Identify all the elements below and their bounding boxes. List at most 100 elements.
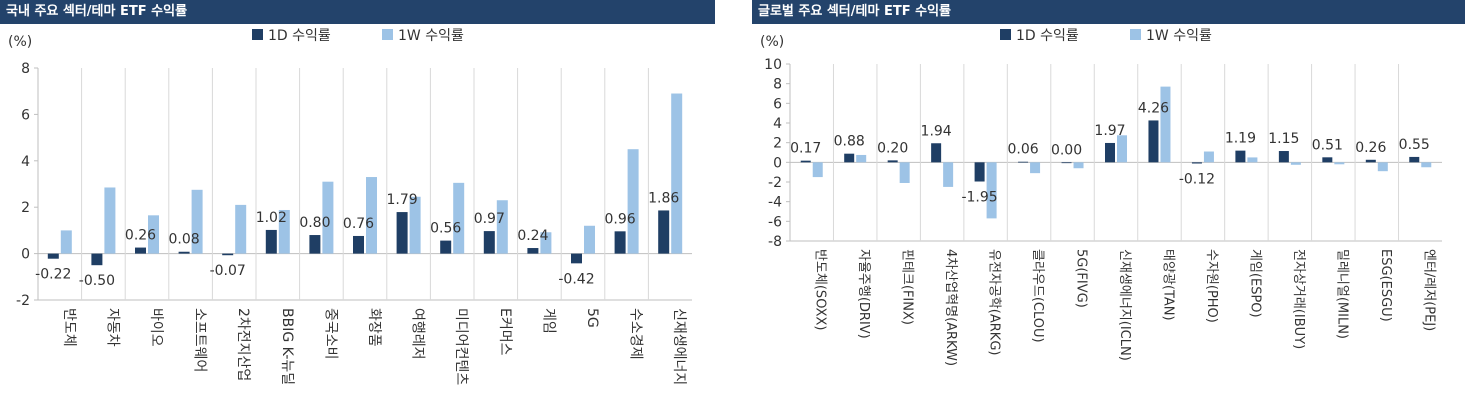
- bar-1w: [627, 149, 639, 254]
- bar-1w: [235, 204, 247, 254]
- bar-1w: [671, 93, 683, 254]
- data-label: -1.95: [961, 190, 997, 206]
- y-tick-label: -2: [768, 175, 782, 191]
- category-label: 전자상거래(IBUY): [1291, 249, 1306, 349]
- bar-1d: [178, 251, 190, 254]
- bar-1d: [844, 153, 855, 163]
- data-label: 1.02: [256, 210, 287, 226]
- panel-title: 국내 주요 섹터/테마 ETF 수익률: [0, 0, 715, 24]
- y-tick-label: -6: [768, 214, 782, 230]
- domestic-etf-chart: (%) 1D 수익률 1W 수익률 -2 0 2 4 6 8 -0.22 반도체 -0.50 자동차 0.…: [8, 28, 692, 385]
- bar-1d: [47, 253, 59, 259]
- bar-1d: [1278, 151, 1289, 163]
- category-label: 수자원(PHO): [1204, 249, 1219, 323]
- bar-1w: [1117, 135, 1127, 163]
- bar-1w: [943, 162, 954, 187]
- bar-1w: [1030, 162, 1041, 174]
- category-label: 바이오: [148, 308, 164, 347]
- y-tick-label: 0: [773, 155, 782, 171]
- category-label: 반도체: [61, 308, 77, 347]
- category-label: BBIG K-뉴딜: [279, 308, 295, 385]
- category-label: 유전자공학(ARKG): [987, 249, 1002, 355]
- category-label: 반도체(SOXX): [813, 249, 828, 331]
- category-label: 5G(FIVG): [1074, 249, 1089, 308]
- y-tick-label: 6: [21, 107, 30, 123]
- data-label: 1.15: [1268, 131, 1299, 147]
- bar-1d: [1191, 162, 1202, 164]
- data-label: 0.26: [1355, 140, 1386, 156]
- legend-label: 1D 수익률: [268, 28, 331, 44]
- legend-swatch: [382, 29, 393, 40]
- y-tick-label: 10: [764, 57, 782, 73]
- data-label: 0.24: [517, 228, 548, 244]
- bar-1d: [1235, 150, 1246, 163]
- bar-1d: [1322, 157, 1333, 163]
- bar-1d: [135, 247, 146, 254]
- data-label: 0.20: [877, 140, 908, 156]
- data-label: 1.79: [387, 192, 418, 208]
- category-label: 소프트웨어: [192, 308, 208, 372]
- bar-1w: [60, 230, 72, 254]
- bar-1w: [322, 181, 334, 254]
- panel-title: 글로벌 주요 섹터/테마 ETF 수익률: [752, 0, 1465, 24]
- bar-1w: [191, 189, 203, 254]
- bar-1d: [91, 253, 103, 266]
- category-label: 중국소비: [322, 308, 338, 360]
- bar-1d: [396, 212, 408, 254]
- data-label: 1.19: [1225, 131, 1256, 147]
- bar-1w: [409, 196, 421, 254]
- data-label: 0.96: [605, 211, 636, 227]
- data-label: 0.00: [1051, 142, 1082, 158]
- data-label: 0.97: [474, 211, 505, 227]
- category-label: 2차전지산업: [235, 308, 251, 381]
- data-label: 1.86: [648, 190, 679, 206]
- category-label: 5G: [584, 308, 600, 328]
- bar-1w: [1334, 162, 1345, 165]
- category-label: 자동차: [104, 308, 120, 347]
- global-etf-chart: (%) 1D 수익률 1W 수익률 -8 -6 -4 -2 0 2 4 6 8 10 0.17 반도체(SO…: [760, 28, 1442, 366]
- bar-1w: [986, 162, 997, 219]
- y-tick-label: 8: [21, 61, 30, 77]
- bar-1d: [1061, 162, 1072, 164]
- data-label: 4.26: [1138, 100, 1169, 116]
- y-tick-label: 4: [21, 154, 30, 170]
- data-label: 1.94: [921, 123, 952, 139]
- bar-1d: [1365, 159, 1376, 163]
- bar-1w: [899, 162, 910, 183]
- bar-1w: [1290, 162, 1301, 165]
- y-tick-label: -2: [16, 293, 30, 309]
- category-label: 여행레저: [410, 308, 426, 360]
- bar-1d: [1409, 156, 1420, 163]
- bar-1d: [887, 160, 898, 163]
- bar-1d: [353, 235, 364, 254]
- data-label: 0.06: [1007, 142, 1038, 158]
- bar-1w: [1073, 162, 1084, 169]
- category-label: ESG(ESGU): [1378, 249, 1393, 322]
- bar-1d: [800, 160, 811, 163]
- legend-swatch: [1130, 29, 1141, 40]
- bar-1w: [584, 225, 595, 254]
- bar-1w: [104, 187, 116, 254]
- category-label: 태양광(TAN): [1160, 249, 1175, 321]
- bar-1w: [148, 215, 159, 254]
- bar-1d: [614, 231, 626, 254]
- category-label: 엔터/레저(PEJ): [1421, 249, 1436, 331]
- category-label: 4차산업혁명(ARKW): [943, 249, 958, 366]
- bar-1d: [658, 210, 670, 254]
- bar-1d: [483, 231, 495, 254]
- data-label: 0.80: [299, 215, 330, 231]
- y-tick-label: 2: [773, 136, 782, 152]
- bar-1w: [1203, 151, 1214, 163]
- category-label: E커머스: [497, 308, 513, 356]
- bar-1d: [1148, 120, 1159, 163]
- data-label: 0.76: [343, 216, 374, 232]
- bar-1d: [440, 240, 452, 254]
- category-label: 클라우드(CLOU): [1030, 249, 1045, 343]
- category-label: 자율주행(DRIV): [856, 249, 872, 339]
- bar-1w: [496, 200, 508, 254]
- data-label: -0.50: [79, 273, 115, 289]
- data-label: 0.51: [1312, 137, 1343, 153]
- category-label: 밀레니얼(MILN): [1334, 249, 1349, 339]
- bar-1d: [974, 162, 985, 182]
- category-label: 수소경제: [628, 308, 644, 360]
